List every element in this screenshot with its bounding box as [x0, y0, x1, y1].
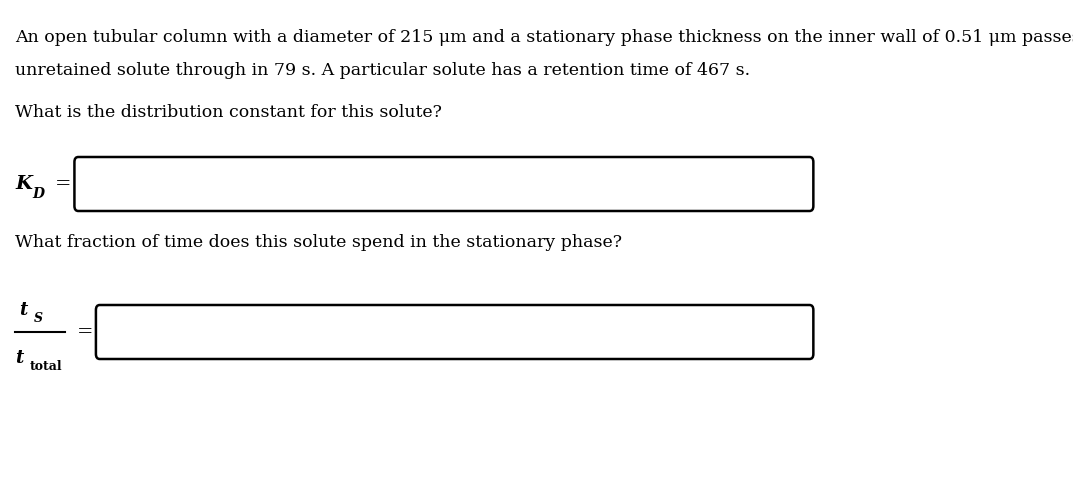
- Text: t: t: [19, 301, 28, 319]
- Text: An open tubular column with a diameter of 215 μm and a stationary phase thicknes: An open tubular column with a diameter o…: [15, 29, 1073, 46]
- Text: S: S: [33, 311, 43, 325]
- Text: D: D: [32, 187, 44, 201]
- FancyBboxPatch shape: [74, 157, 813, 211]
- Text: =: =: [55, 175, 72, 193]
- Text: total: total: [30, 359, 62, 372]
- FancyBboxPatch shape: [95, 305, 813, 359]
- Text: t: t: [15, 349, 24, 367]
- Text: unretained solute through in 79 s. A particular solute has a retention time of 4: unretained solute through in 79 s. A par…: [15, 62, 750, 79]
- Text: K: K: [15, 175, 32, 193]
- Text: What fraction of time does this solute spend in the stationary phase?: What fraction of time does this solute s…: [15, 234, 622, 251]
- Text: What is the distribution constant for this solute?: What is the distribution constant for th…: [15, 104, 442, 121]
- Text: =: =: [77, 323, 93, 341]
